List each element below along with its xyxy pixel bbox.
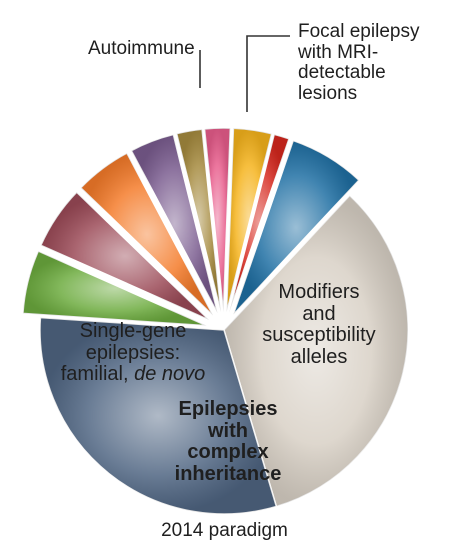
pie-slice-shading-6 (131, 134, 218, 314)
label-single-gene-line-1: Single-gene (79, 320, 187, 342)
label-complex-line-2: with (208, 419, 248, 442)
label-focal-line-4: lesions (298, 82, 358, 104)
label-modifiers: Modifiers and susceptibility alleles (252, 281, 386, 368)
label-complex-line-3: complex (187, 441, 269, 464)
pie-slice-shading-9 (226, 128, 272, 313)
pie-slice-shading-5 (80, 153, 214, 316)
label-complex-inheritance: Epilepsies with complex inheritance (160, 398, 296, 485)
label-focal-line-3: detectable (298, 62, 386, 84)
label-autoimmune-line-1: Autoimmune (88, 38, 195, 59)
label-modifiers-line-3: susceptibility (262, 324, 376, 347)
label-modifiers-line-4: alleles (290, 345, 348, 368)
chart-caption: 2014 paradigm (161, 520, 288, 541)
pie-slice-shading-7 (176, 129, 221, 313)
label-autoimmune: Autoimmune (88, 38, 195, 60)
pie-slice-shading-10 (229, 134, 290, 313)
label-modifiers-line-1: Modifiers (278, 281, 360, 303)
pie-slice-shading-8 (204, 128, 231, 313)
label-focal-line-2: with MRI- (298, 41, 379, 63)
label-focal-epilepsy: Focal epilepsy with MRI- detectable lesi… (298, 21, 420, 104)
label-complex-line-1: Epilepsies (178, 398, 278, 420)
pie-slice-shading-3 (22, 251, 207, 326)
label-single-gene-line-3: familial, de novo (58, 363, 208, 386)
label-single-gene-de-novo: de novo (134, 363, 206, 386)
label-single-gene-familial: familial, (60, 363, 135, 386)
label-focal-line-1: Focal epilepsy (298, 21, 420, 42)
pie-slice-shading-4 (40, 192, 210, 320)
label-single-gene-line-2: epilepsies: (85, 341, 181, 364)
pie-slice-shading-1 (224, 195, 409, 507)
label-modifiers-line-2: and (302, 302, 336, 325)
leader-lines (199, 35, 290, 112)
label-complex-line-4: inheritance (174, 462, 282, 485)
pie-slice-shading-2 (40, 317, 277, 515)
label-single-gene: Single-gene epilepsies: familial, de nov… (58, 320, 208, 386)
pie-slice-shading-0 (233, 140, 359, 315)
leader-line-focal (246, 35, 290, 112)
pie-slices (22, 127, 409, 515)
